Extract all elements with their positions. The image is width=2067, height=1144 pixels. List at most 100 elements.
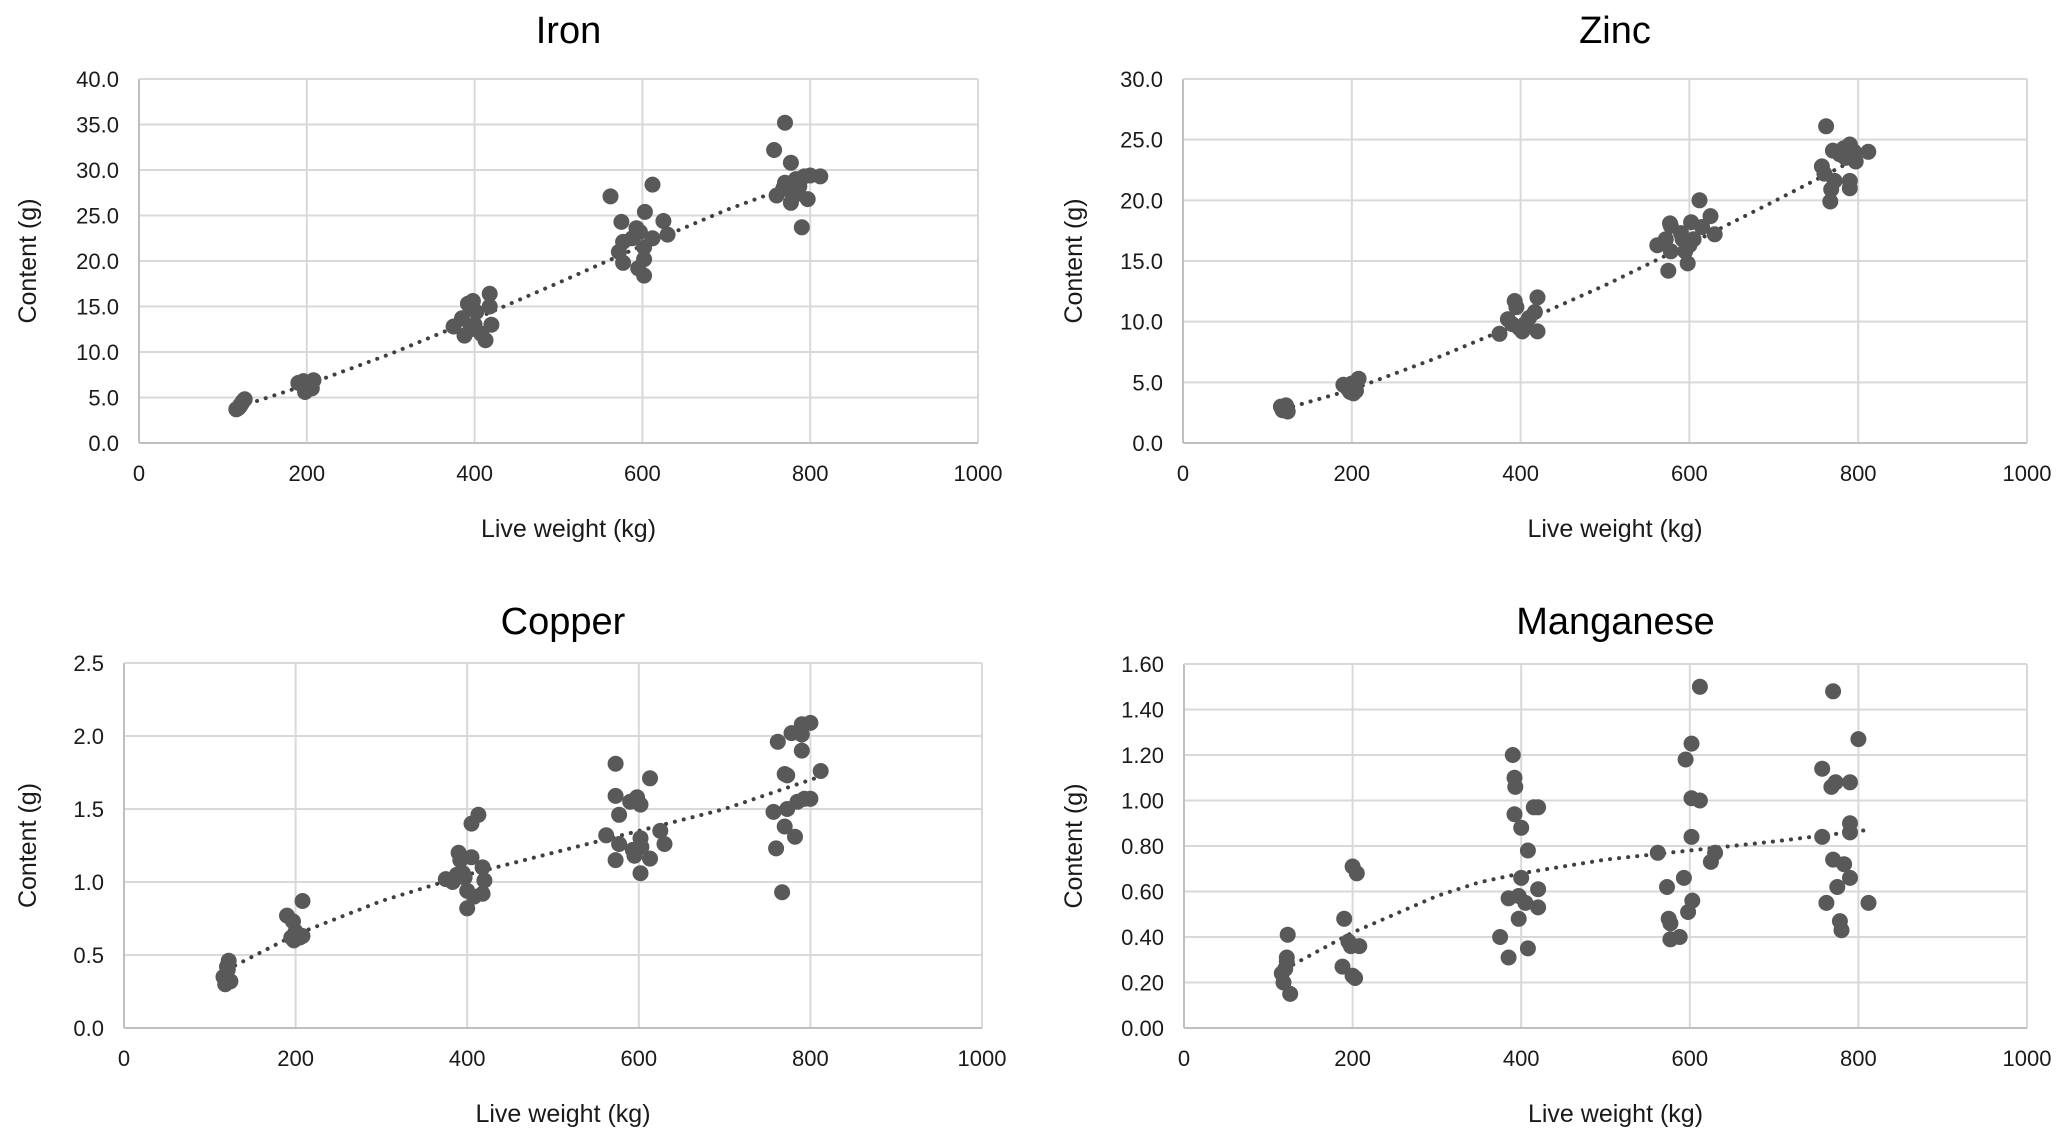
trendline: [1283, 828, 1869, 971]
x-tick-label: 200: [1333, 461, 1370, 486]
data-point: [232, 396, 249, 413]
data-point: [1347, 970, 1364, 986]
y-tick-label: 1.5: [73, 797, 104, 822]
x-axis-title: Live weight (kg): [475, 1100, 650, 1128]
chart-title: Copper: [501, 601, 626, 643]
data-point: [613, 213, 630, 230]
data-point: [294, 928, 311, 944]
data-point: [642, 850, 658, 867]
y-axis-title: Content (g): [14, 198, 42, 323]
x-tick-label: 0: [1177, 461, 1189, 486]
x-axis-title: Live weight (kg): [481, 515, 656, 543]
data-point: [470, 806, 487, 823]
data-point: [1675, 869, 1692, 886]
data-point: [1827, 774, 1844, 791]
data-point: [636, 203, 653, 220]
y-tick-label: 20.0: [76, 249, 119, 274]
y-axis-title: Content (g): [1060, 198, 1088, 323]
data-point: [779, 767, 796, 784]
data-point: [1507, 778, 1524, 795]
x-tick-label: 400: [1503, 1046, 1540, 1071]
x-tick-label: 1000: [2003, 461, 2052, 486]
data-point: [1842, 774, 1858, 791]
data-point: [1677, 751, 1694, 768]
data-point: [1841, 180, 1858, 197]
data-point: [1836, 856, 1853, 873]
data-point: [462, 321, 479, 338]
data-point: [1691, 792, 1708, 809]
data-point: [1685, 231, 1702, 248]
trendline: [1282, 155, 1861, 411]
data-point: [631, 223, 648, 240]
data-point: [644, 176, 661, 193]
trendline: [237, 177, 813, 409]
data-point: [1336, 910, 1353, 927]
data-point: [1707, 844, 1724, 861]
data-point: [782, 154, 799, 171]
data-point: [636, 267, 653, 284]
data-point: [766, 142, 783, 158]
y-tick-label: 1.40: [1121, 698, 1164, 723]
data-point: [777, 114, 793, 131]
data-point: [1679, 255, 1696, 272]
data-point: [1519, 842, 1536, 859]
data-point: [456, 869, 473, 886]
data-point: [294, 893, 311, 909]
y-tick-label: 0.0: [1132, 431, 1163, 456]
x-tick-label: 200: [1334, 1046, 1371, 1071]
y-tick-label: 0.80: [1121, 834, 1164, 859]
x-tick-label: 1000: [958, 1046, 1007, 1071]
data-point: [636, 251, 653, 268]
data-point: [474, 859, 491, 876]
data-point: [611, 806, 628, 823]
data-point: [1510, 910, 1527, 927]
data-point: [768, 840, 785, 857]
x-tick-label: 600: [624, 461, 661, 486]
data-point: [1818, 118, 1835, 135]
x-tick-label: 0: [133, 461, 145, 486]
data-point: [476, 872, 493, 889]
data-point: [1491, 325, 1508, 342]
y-tick-label: 15.0: [1120, 249, 1163, 274]
data-point: [1684, 892, 1701, 909]
data-point: [474, 885, 491, 902]
data-point: [483, 316, 500, 333]
y-tick-label: 1.20: [1121, 743, 1164, 768]
data-point: [1526, 304, 1543, 320]
data-point: [1529, 289, 1546, 306]
data-point: [1508, 299, 1525, 316]
data-point: [1519, 940, 1536, 957]
data-point: [1850, 731, 1867, 748]
chart-manganese: 0.00 0.20 0.40 0.60 0.80 1.00 1.20 1.40 1.60 0 200…: [1060, 601, 2051, 1128]
x-tick-label: 400: [1502, 461, 1539, 486]
data-point: [607, 755, 624, 772]
y-tick-label: 1.60: [1121, 652, 1164, 677]
x-tick-label: 800: [1840, 461, 1877, 486]
data-point: [793, 742, 810, 759]
data-point: [1818, 894, 1835, 911]
data-point: [765, 803, 782, 820]
y-tick-label: 0.0: [88, 431, 119, 456]
x-tick-label: 400: [449, 1046, 486, 1071]
data-point: [769, 733, 786, 750]
data-point: [633, 839, 650, 855]
data-point: [1694, 219, 1711, 235]
y-tick-label: 20.0: [1120, 188, 1163, 213]
data-point: [1504, 747, 1521, 763]
chart-iron: 0.0 5.0 10.0 15.0 20.0 25.0 30.0 35.0 40.0 0 200 40…: [14, 10, 1002, 543]
data-point: [793, 726, 810, 743]
data-point: [1350, 370, 1367, 387]
data-point: [642, 770, 658, 787]
data-point: [1492, 929, 1509, 945]
data-point: [1279, 926, 1296, 943]
y-tick-label: 35.0: [76, 113, 119, 138]
data-point: [1351, 938, 1368, 955]
x-tick-label: 600: [1671, 1046, 1708, 1071]
y-tick-label: 10.0: [1120, 310, 1163, 335]
data-point: [812, 168, 829, 185]
data-point: [1842, 869, 1858, 886]
data-point: [1671, 929, 1688, 945]
x-axis-title: Live weight (kg): [1527, 515, 1702, 543]
data-point: [1513, 819, 1530, 836]
